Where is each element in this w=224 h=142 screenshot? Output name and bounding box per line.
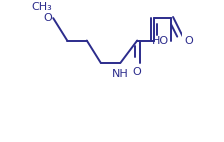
Text: NH: NH [112,68,129,79]
Text: CH₃: CH₃ [31,2,52,12]
Text: O: O [133,67,142,77]
Text: O: O [43,13,52,23]
Text: O: O [185,36,194,46]
Text: HO: HO [152,36,169,46]
